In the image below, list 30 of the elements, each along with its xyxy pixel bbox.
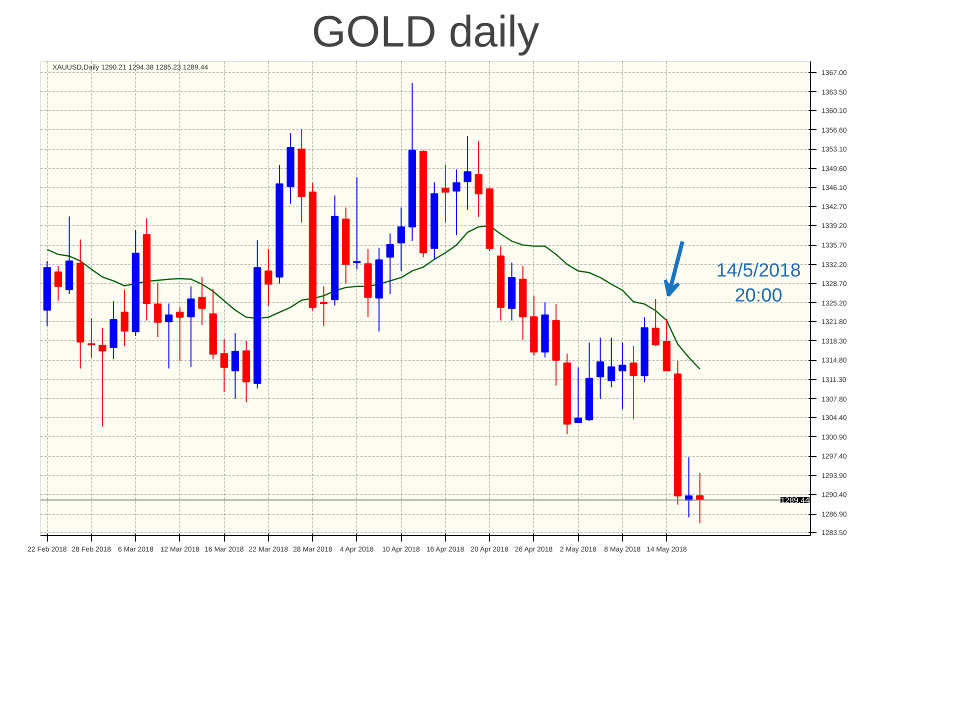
candlestick [88, 318, 96, 358]
candlestick [574, 366, 582, 424]
candlestick [187, 286, 195, 368]
chart-title: GOLD daily [312, 8, 540, 56]
candlestick [452, 169, 460, 236]
candlestick [198, 276, 206, 326]
candlestick [231, 332, 240, 400]
candlestick [630, 345, 638, 420]
ref-line-label: 1289.44 [780, 496, 810, 506]
candlestick [442, 164, 450, 223]
candlestick [176, 306, 184, 362]
candlestick [98, 327, 106, 427]
candlestick [596, 337, 604, 400]
candlestick [54, 265, 62, 302]
candlestick [397, 207, 405, 272]
candlestick [165, 302, 173, 369]
candlestick [220, 338, 228, 393]
candlestick [464, 135, 472, 210]
candlestick [353, 176, 361, 270]
candlestick [264, 248, 272, 306]
candlestick [608, 337, 616, 388]
candlestick [474, 140, 482, 218]
line-series [46, 225, 701, 370]
candlestick [154, 282, 162, 338]
candlestick [618, 342, 626, 410]
candlestick [120, 289, 128, 346]
candlestick [652, 298, 660, 346]
candlestick [320, 286, 328, 327]
candlestick [386, 232, 394, 295]
text: 14/5/2018 20:00 [716, 260, 801, 307]
